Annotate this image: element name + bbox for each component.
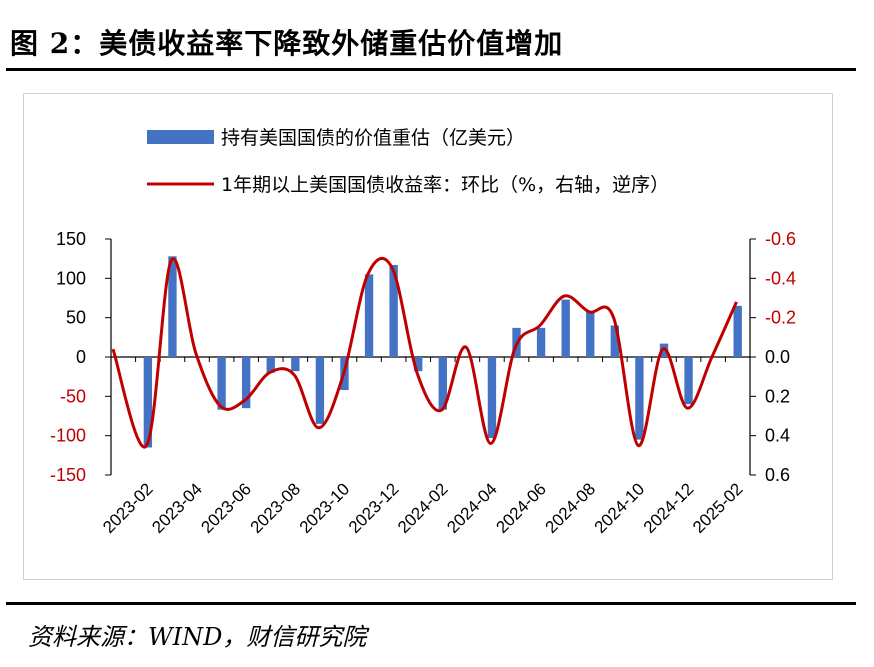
bottom-rule — [6, 602, 856, 605]
left-tick-label: 150 — [56, 229, 86, 249]
bar-2023-09 — [315, 357, 325, 424]
bar-2023-06 — [241, 357, 251, 409]
right-tick-label: -0.6 — [765, 229, 796, 249]
bar-2024-10 — [635, 357, 644, 440]
right-tick-label: 0.6 — [765, 465, 790, 485]
left-tick-label: -100 — [50, 426, 86, 446]
bar-2024-04 — [487, 357, 497, 439]
x-tick-label: 2023-12 — [345, 479, 403, 537]
right-tick-label: 0.0 — [765, 347, 790, 367]
right-tick-label: 0.4 — [765, 426, 790, 446]
x-tick-label: 2024-12 — [640, 479, 698, 537]
bar-2023-07 — [266, 357, 275, 373]
bar-2024-01 — [414, 357, 423, 372]
right-tick-label: -0.2 — [765, 308, 796, 328]
bar-2023-08 — [291, 357, 300, 372]
source-note: 资料来源：WIND，财信研究院 — [28, 623, 367, 651]
bar-2024-09 — [610, 325, 620, 357]
legend-label-line: 1年期以上美国国债收益率：环比（%，右轴，逆序） — [221, 174, 669, 196]
bar-2023-12 — [389, 264, 398, 357]
bar-2023-03 — [168, 256, 177, 357]
x-tick-label: 2024-04 — [443, 479, 501, 537]
bar-2023-05 — [217, 357, 226, 410]
legend-swatch-bar — [147, 130, 214, 144]
left-tick-label: 0 — [76, 347, 86, 367]
right-tick-label: -0.4 — [765, 268, 796, 288]
left-tick-label: 50 — [66, 308, 86, 328]
bar-2023-02 — [143, 357, 153, 448]
yield-change-line — [111, 256, 738, 449]
figure-title: 图 2：美债收益率下降致外储重估价值增加 — [10, 27, 564, 60]
x-tick-label: 2025-02 — [689, 479, 747, 537]
x-tick-label: 2023-04 — [148, 479, 206, 537]
left-tick-label: -150 — [50, 465, 86, 485]
bar-2024-12 — [684, 357, 693, 405]
left-tick-label: -50 — [60, 386, 86, 406]
legend-label-bar: 持有美国国债的价值重估（亿美元） — [221, 127, 525, 149]
x-tick-label: 2023-02 — [99, 479, 157, 537]
bar-2024-06 — [536, 327, 546, 357]
bar-2025-02 — [733, 305, 742, 357]
top-rule — [6, 68, 856, 71]
chart-svg: 持有美国国债的价值重估（亿美元） 1年期以上美国国债收益率：环比（%，右轴，逆序）… — [50, 127, 796, 537]
chart-frame: 持有美国国债的价值重估（亿美元） 1年期以上美国国债收益率：环比（%，右轴，逆序）… — [23, 93, 833, 580]
bar-2024-11 — [659, 343, 669, 357]
bar-2024-07 — [561, 299, 570, 357]
bar-2023-11 — [364, 274, 374, 357]
left-tick-label: 100 — [56, 268, 86, 288]
right-tick-label: 0.2 — [765, 386, 790, 406]
x-tick-label: 2024-06 — [492, 479, 550, 537]
x-tick-label: 2023-08 — [247, 479, 305, 537]
x-tick-label: 2024-08 — [542, 479, 600, 537]
x-tick-label: 2023-10 — [296, 479, 354, 537]
bar-2024-02 — [438, 357, 447, 410]
x-tick-label: 2024-02 — [394, 479, 452, 537]
x-tick-label: 2023-06 — [197, 479, 255, 537]
x-tick-label: 2024-10 — [591, 479, 649, 537]
bar-2024-08 — [586, 311, 595, 357]
